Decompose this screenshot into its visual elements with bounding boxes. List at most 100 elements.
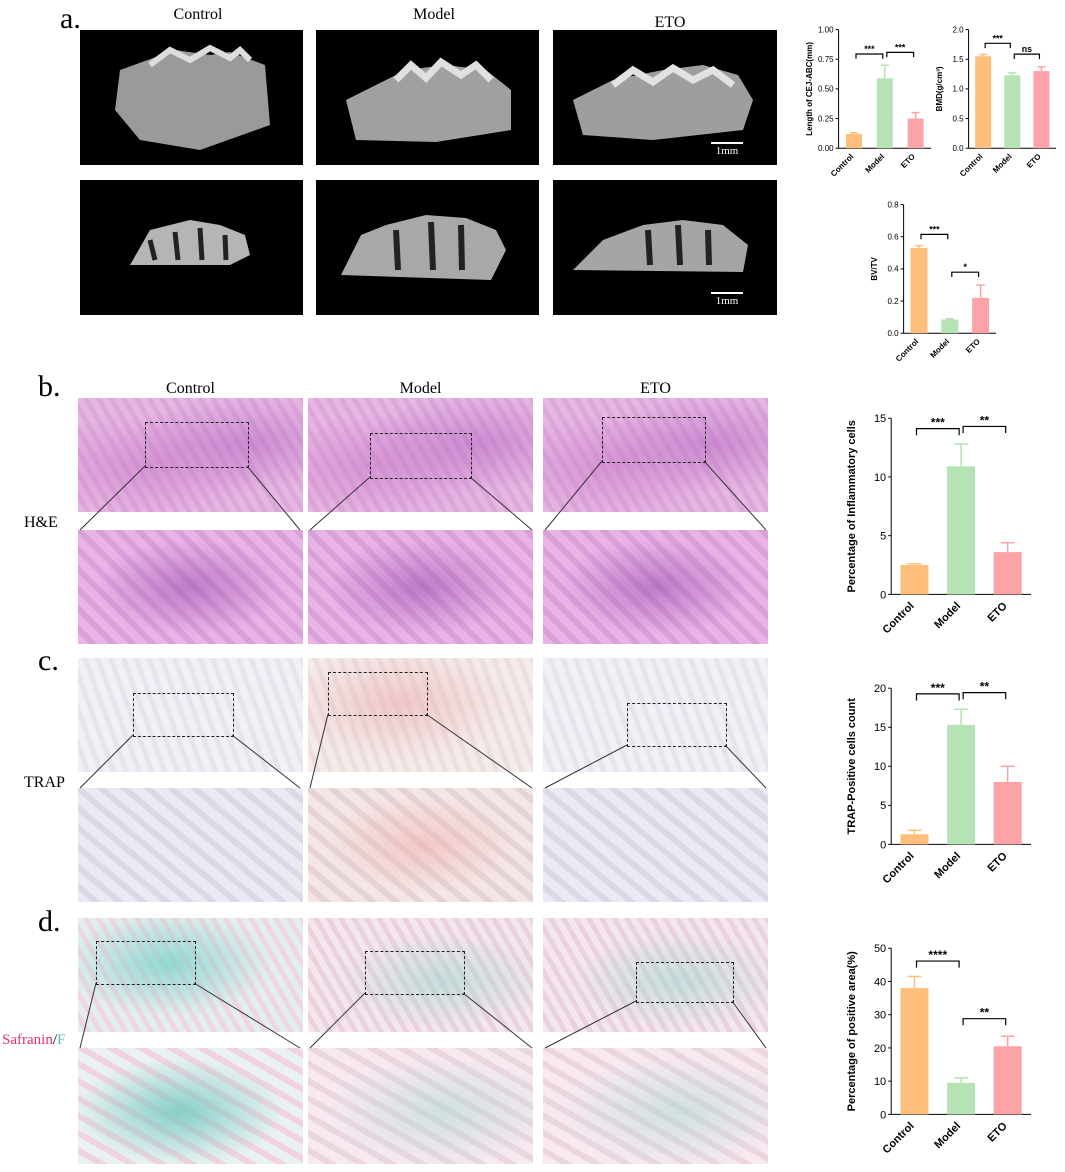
x-tick-label: Model xyxy=(932,850,963,881)
y-tick-label: 0.75 xyxy=(818,55,834,64)
y-tick-label: 10 xyxy=(874,472,886,484)
y-tick-label: 1.5 xyxy=(952,55,964,64)
he-zoom-eto xyxy=(543,530,768,644)
y-tick-label: 15 xyxy=(874,722,886,734)
y-axis-label: Percentage of positive area(%) xyxy=(846,951,858,1112)
x-tick-label: Control xyxy=(829,152,855,178)
chart-svg: Percentage of Inflammatory cells 0 5 10 15 Co… xyxy=(846,413,1031,636)
microct-section-model xyxy=(316,180,539,315)
significance-bracket xyxy=(962,1018,1007,1026)
y-axis-label: Length of CEJ-ABC(mm) xyxy=(805,42,814,136)
row-label-safranin: Safranin/F xyxy=(2,1032,66,1048)
significance-label: * xyxy=(963,262,967,272)
chart-trap-positive: TRAP-Positive cells count 0 5 10 15 20 Control… xyxy=(845,675,1035,895)
significance-label: *** xyxy=(895,42,906,52)
bar-eto xyxy=(993,781,1022,845)
bar-eto xyxy=(907,118,924,149)
row-label-he: H&E xyxy=(24,514,58,531)
x-tick-label: ETO xyxy=(1025,152,1043,170)
significance-bracket xyxy=(962,425,1007,434)
trap-zoom-model xyxy=(308,788,533,902)
chart-cej-abc: Length of CEJ-ABC(mm) 0.00 0.25 0.50 0.75 1.0… xyxy=(805,20,935,185)
y-tick-label: 0 xyxy=(880,839,886,851)
y-tick-label: 50 xyxy=(874,943,886,955)
column-label-control: Control xyxy=(173,6,223,23)
microct-section-eto: 1mm xyxy=(553,180,777,315)
y-tick-label: 5 xyxy=(880,531,886,543)
panel-label-a: a. xyxy=(60,2,81,35)
chart-safranin-positive-area: Percentage of positive area(%) 0 10 20 30 40 5… xyxy=(845,935,1035,1165)
x-tick-label: Model xyxy=(932,1120,963,1151)
y-tick-label: 10 xyxy=(874,761,886,773)
y-tick-label: 0.8 xyxy=(887,200,899,209)
significance-label: *** xyxy=(864,44,875,54)
x-tick-label: Control xyxy=(880,1120,916,1156)
x-tick-label: ETO xyxy=(985,850,1010,875)
microct-3d-control xyxy=(80,30,303,165)
significance-bracket xyxy=(855,53,884,59)
chart-svg: Length of CEJ-ABC(mm) 0.00 0.25 0.50 0.75 1.0… xyxy=(805,25,931,179)
significance-bracket xyxy=(1013,53,1041,59)
bar-model xyxy=(876,78,893,149)
y-tick-label: 0.0 xyxy=(952,144,964,153)
y-tick-label: 40 xyxy=(874,976,886,988)
x-tick-label: Control xyxy=(880,850,916,886)
safranin-zoom-eto xyxy=(543,1048,768,1164)
y-axis-label: BV/TV xyxy=(870,256,879,280)
significance-label: *** xyxy=(929,224,940,234)
chart-bmd: BMD(g/cm³) 0.0 0.5 1.0 1.5 2.0 Control Model ETO… xyxy=(935,20,1060,185)
y-tick-label: 0.50 xyxy=(818,85,834,94)
row-label-trap: TRAP xyxy=(24,774,65,791)
bar-eto xyxy=(1033,71,1050,149)
x-tick-label: ETO xyxy=(964,337,982,355)
roi-box xyxy=(636,962,734,1003)
trap-zoom-eto xyxy=(543,788,768,902)
y-tick-label: 20 xyxy=(874,1043,886,1055)
bar-control xyxy=(846,133,862,149)
y-tick-label: 0.00 xyxy=(818,144,834,153)
scale-bar: 1mm xyxy=(711,142,743,157)
roi-box xyxy=(365,951,465,995)
y-tick-label: 0.4 xyxy=(887,265,899,274)
chart-inflammatory-cells: Percentage of Inflammatory cells 0 5 10 15 Co… xyxy=(845,405,1035,645)
chart-svg: BMD(g/cm³) 0.0 0.5 1.0 1.5 2.0 Control Model ETO… xyxy=(935,25,1056,179)
x-tick-label: Model xyxy=(932,600,963,631)
y-tick-label: 5 xyxy=(880,800,886,812)
safranin-zoom-control xyxy=(78,1048,303,1164)
safranin-zoom-model xyxy=(308,1048,533,1164)
bar-control xyxy=(975,56,992,149)
microct-3d-eto: 1mm xyxy=(553,30,777,165)
y-tick-label: 2.0 xyxy=(952,25,964,34)
roi-box xyxy=(96,941,196,985)
y-axis-label: BMD(g/cm³) xyxy=(935,66,944,111)
bar-control xyxy=(900,565,929,595)
bar-control xyxy=(900,988,929,1115)
column-label-eto: ETO xyxy=(640,380,671,397)
chart-svg: TRAP-Positive cells count 0 5 10 15 20 Control… xyxy=(846,680,1031,886)
trap-zoom-control xyxy=(78,788,303,902)
x-tick-label: ETO xyxy=(985,1120,1010,1145)
significance-bracket xyxy=(915,428,960,436)
bar-eto xyxy=(993,552,1022,595)
panel-label-d: d. xyxy=(38,905,61,938)
y-axis-label: TRAP-Positive cells count xyxy=(846,698,858,835)
x-tick-label: Control xyxy=(958,152,984,178)
significance-label: *** xyxy=(931,681,945,695)
significance-label: *** xyxy=(993,33,1004,43)
y-tick-label: 10 xyxy=(874,1076,886,1088)
y-tick-label: 15 xyxy=(874,413,886,425)
significance-bracket xyxy=(915,693,960,701)
bar-model xyxy=(947,724,976,845)
y-tick-label: 1.0 xyxy=(952,85,964,94)
y-tick-label: 0 xyxy=(880,1109,886,1121)
bar-control xyxy=(900,834,929,845)
bar-model xyxy=(1004,75,1021,149)
roi-box xyxy=(133,693,234,737)
column-label-control: Control xyxy=(166,380,215,397)
roi-box xyxy=(602,417,706,463)
y-tick-label: 0.2 xyxy=(887,297,899,306)
y-tick-label: 0.0 xyxy=(887,329,899,338)
roi-box xyxy=(145,422,249,468)
x-tick-label: Control xyxy=(880,600,916,636)
y-tick-label: 0.6 xyxy=(887,233,899,242)
